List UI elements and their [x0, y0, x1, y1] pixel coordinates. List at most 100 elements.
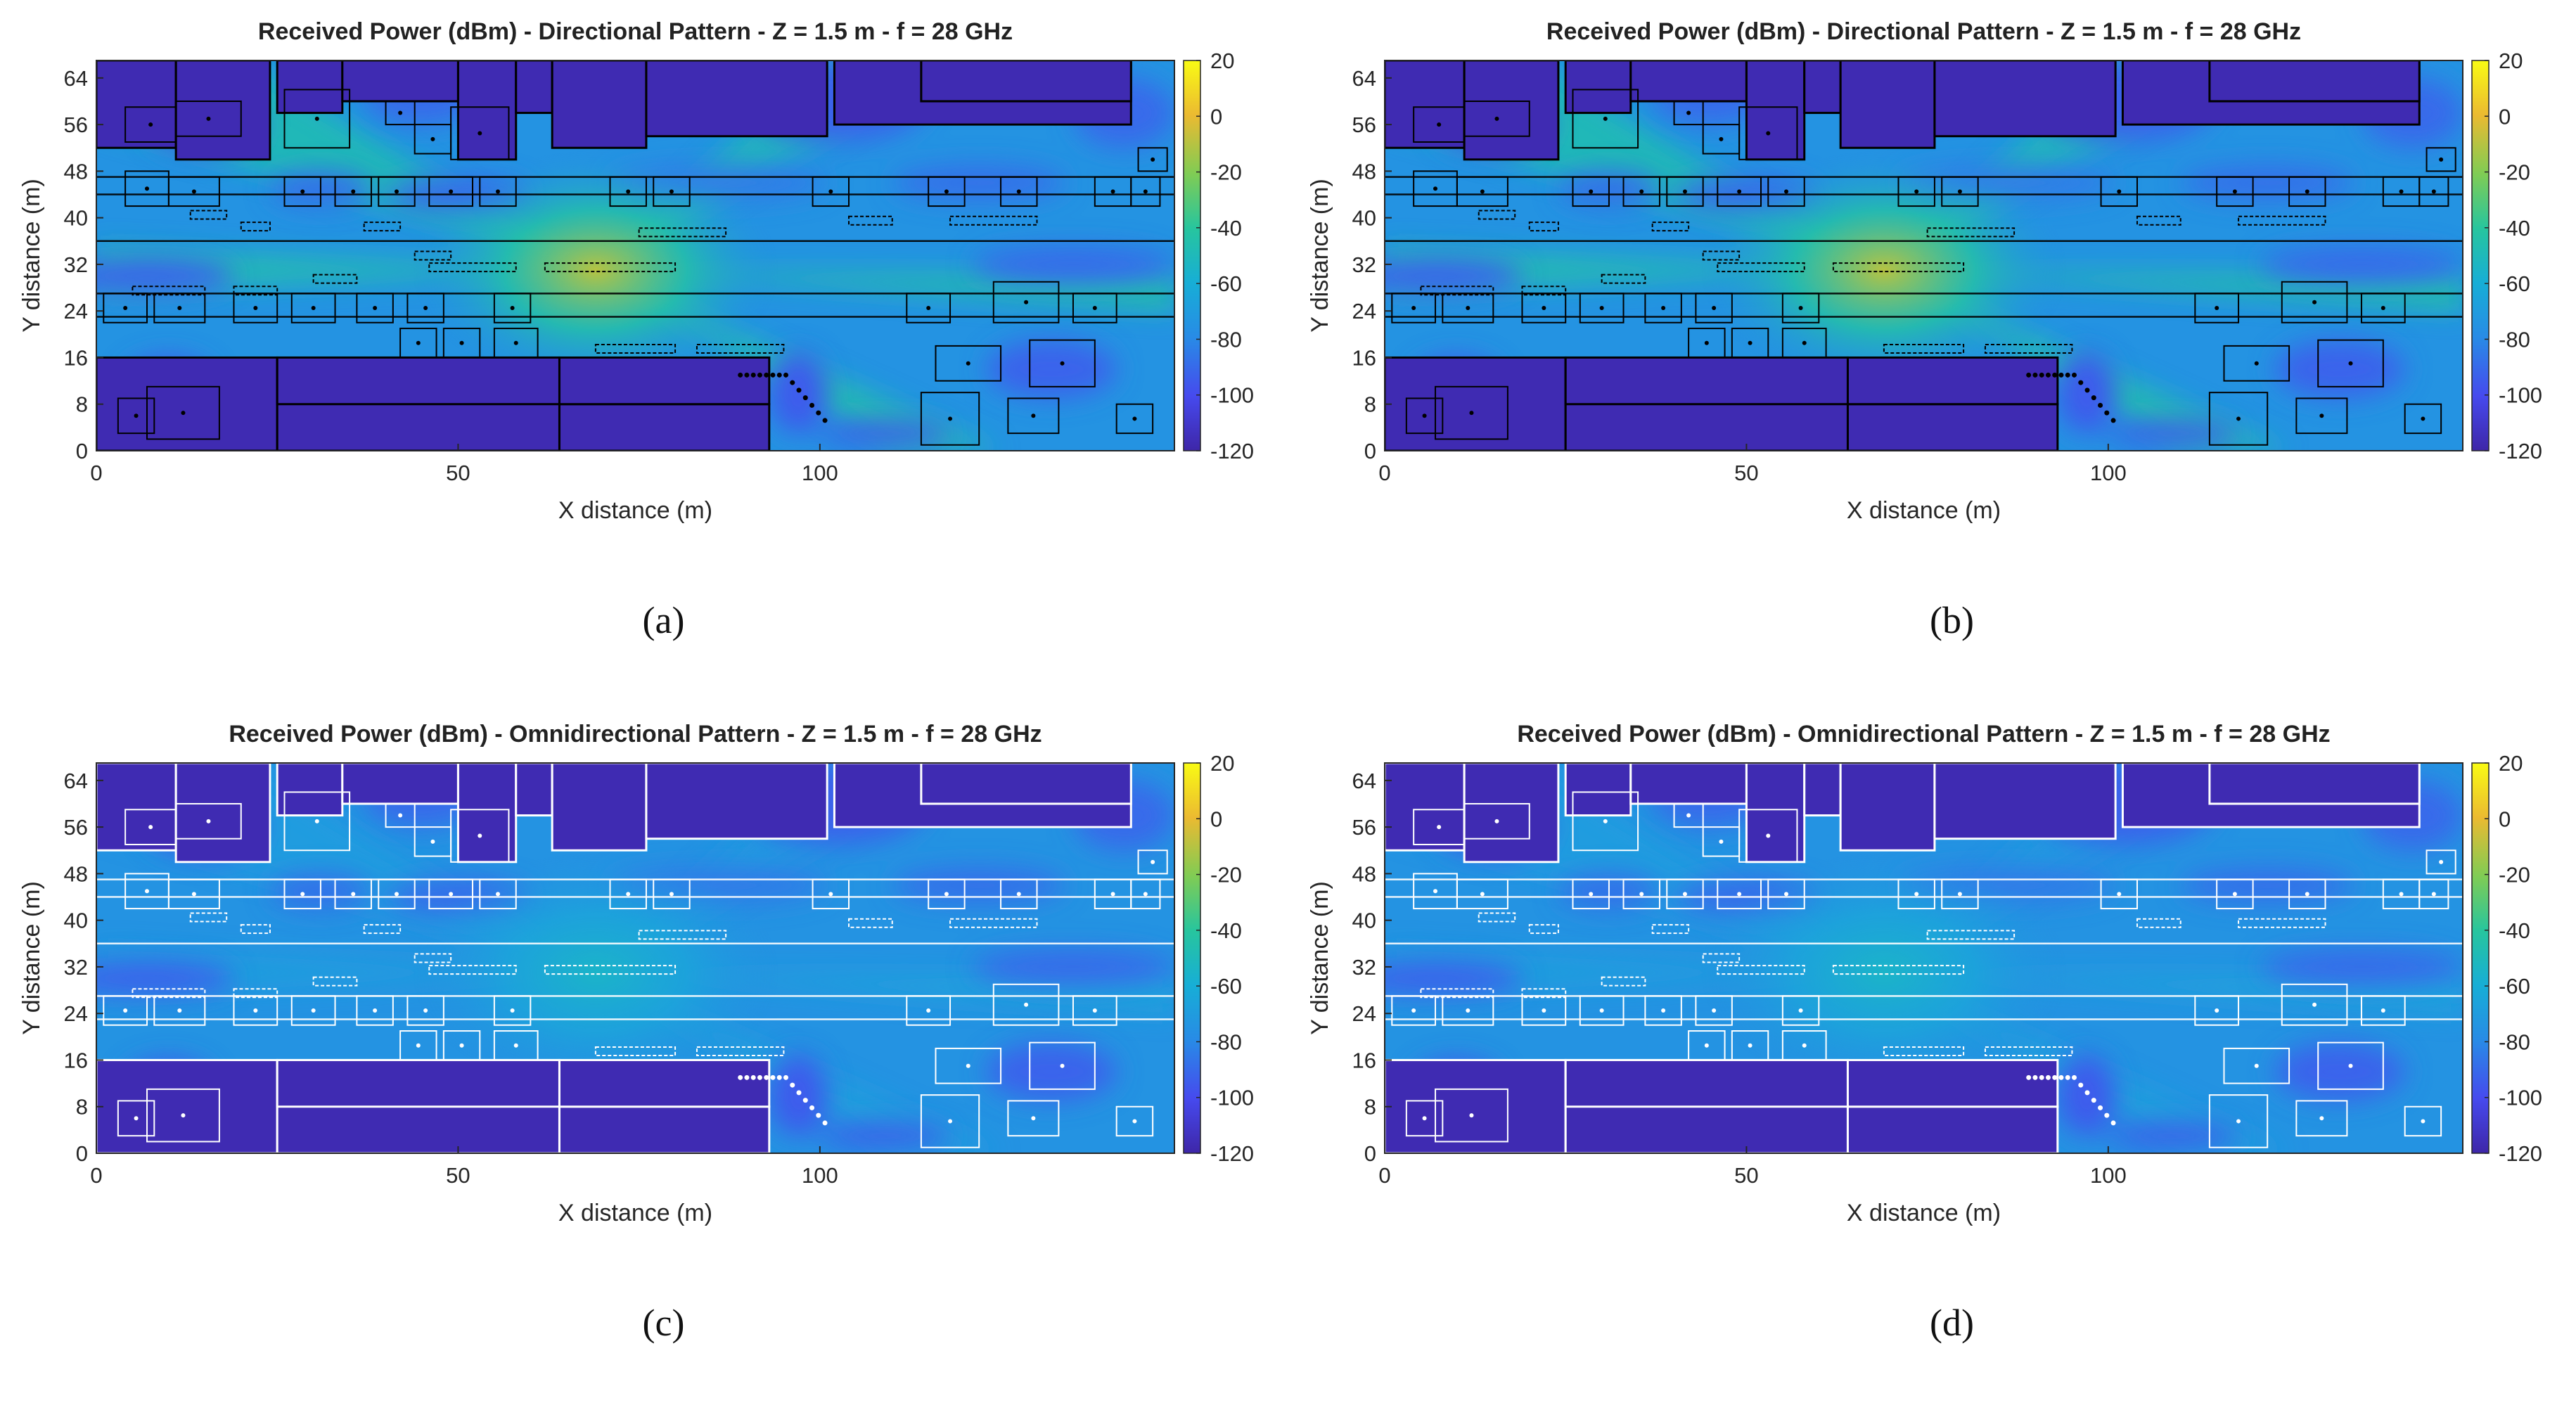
y-tick-label: 40: [64, 909, 88, 933]
building: [1846, 1105, 2059, 1153]
colorbar-tick-label: -120: [2499, 439, 2542, 463]
colorbar: [2471, 60, 2490, 451]
object-outline: [1115, 1105, 1154, 1137]
y-tick-label: 32: [64, 955, 88, 980]
colorbar-tick-label: 0: [2499, 104, 2511, 129]
object-outline: [1391, 293, 1437, 323]
x-tick-label: 0: [1378, 461, 1390, 485]
object-outline: [1731, 328, 1769, 359]
y-tick-label: 48: [64, 159, 88, 184]
object-outline: [1673, 802, 1704, 828]
object-outline: [1897, 878, 1935, 910]
building: [1629, 60, 1748, 103]
object-outline: [2295, 397, 2348, 435]
x-tick-label: 100: [802, 1163, 838, 1188]
building: [1564, 1058, 1849, 1108]
building: [1803, 60, 1842, 115]
colorbar-tick-label: -100: [2499, 1086, 2542, 1110]
hotspot: [1700, 853, 2067, 1093]
vehicle-strip: [1420, 988, 1494, 999]
x-tick-label: 0: [90, 1163, 102, 1188]
y-tick-label: 56: [64, 113, 88, 137]
object-outline: [1000, 176, 1038, 207]
x-tick-label: 100: [2090, 1163, 2127, 1188]
vehicle-strip: [189, 210, 228, 220]
vehicle-strip: [1984, 344, 2073, 354]
object-outline: [2295, 1100, 2348, 1137]
object-outline: [1695, 995, 1733, 1026]
chart-title: Received Power (dBm) - Directional Patte…: [1546, 18, 2301, 45]
vehicle-strip: [363, 222, 402, 232]
object-outline: [146, 1088, 220, 1143]
heatmap-chart-0: Received Power (dBm) - Directional Patte…: [18, 18, 1254, 641]
object-outline: [283, 791, 351, 852]
x-tick-label: 50: [1734, 461, 1758, 485]
vehicle-strip: [949, 918, 1038, 928]
building: [456, 763, 518, 864]
y-axis-label: Y distance (m): [18, 179, 45, 333]
building: [1385, 1058, 1567, 1153]
vehicle-strip: [1651, 222, 1690, 232]
colorbar-tick-label: -60: [2499, 271, 2530, 296]
object-outline: [1572, 791, 1639, 852]
building: [1564, 356, 1849, 406]
y-tick-label: 40: [1352, 206, 1376, 231]
colorbar-tick-label: -80: [2499, 327, 2530, 352]
object-outline: [2100, 878, 2139, 910]
colorbar-tick-label: -60: [1210, 974, 1242, 999]
object-outline: [2208, 1094, 2269, 1148]
object-outline: [1738, 106, 1798, 160]
object-outline: [103, 293, 148, 323]
object-outline: [117, 1100, 155, 1137]
vehicle-strip: [1926, 227, 2016, 238]
object-outline: [1622, 878, 1660, 910]
vehicle-strip: [696, 1046, 785, 1057]
y-tick-label: 0: [76, 1141, 88, 1166]
colorbar-tick-label: -60: [1210, 271, 1242, 296]
building: [515, 763, 553, 817]
object-outline: [1781, 293, 1820, 323]
object-outline: [334, 878, 372, 910]
building: [1629, 763, 1748, 805]
object-outline: [1717, 878, 1762, 910]
object-outline: [283, 878, 321, 910]
vehicle-strip: [638, 227, 727, 238]
object-outline: [1405, 397, 1444, 435]
vehicle-strip: [2238, 918, 2326, 928]
object-outline: [653, 878, 691, 910]
object-outline: [1579, 995, 1625, 1026]
colorbar-tick-label: -100: [1210, 1086, 1254, 1110]
building: [645, 763, 828, 840]
y-tick-label: 40: [1352, 909, 1376, 933]
colorbar-tick-label: -40: [2499, 216, 2530, 240]
y-tick-label: 64: [64, 66, 88, 91]
y-tick-label: 32: [64, 252, 88, 277]
colorbar-tick-label: -80: [1210, 327, 1242, 352]
building: [551, 763, 648, 852]
y-tick-label: 16: [1352, 1048, 1376, 1072]
object-outline: [1622, 176, 1660, 207]
vehicle-strip: [428, 965, 517, 975]
y-tick-label: 64: [1352, 66, 1376, 91]
object-outline: [428, 176, 474, 207]
building: [558, 1105, 771, 1153]
object-outline: [153, 293, 206, 323]
object-outline: [992, 281, 1060, 323]
building: [1564, 60, 1632, 115]
y-tick-label: 0: [1364, 1141, 1376, 1166]
y-tick-label: 56: [1352, 815, 1376, 840]
y-tick-label: 56: [1352, 113, 1376, 137]
building: [1745, 763, 1806, 864]
object-outline: [1781, 328, 1827, 359]
y-tick-label: 48: [1352, 861, 1376, 886]
heatmap-field: [96, 60, 1174, 451]
colorbar-tick-label: 0: [1210, 807, 1222, 831]
colorbar-tick-label: 0: [2499, 807, 2511, 831]
colorbar-tick-label: -20: [1210, 863, 1242, 887]
vehicle-strip: [2136, 215, 2181, 226]
panel-caption: (c): [643, 1302, 685, 1344]
colorbar-tick-label: 20: [2499, 49, 2523, 73]
object-outline: [2360, 995, 2406, 1026]
building: [645, 60, 828, 138]
vehicle-strip: [312, 274, 358, 284]
